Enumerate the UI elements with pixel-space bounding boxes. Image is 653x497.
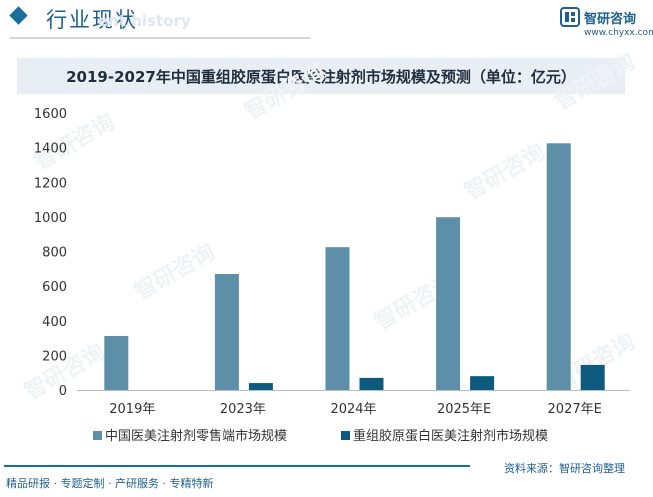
y-tick-label: 1400	[34, 142, 67, 157]
bar-series1	[104, 335, 129, 390]
bar-series1	[325, 247, 350, 390]
legend-swatch	[341, 431, 350, 440]
bar-series1	[546, 143, 571, 390]
legend-swatch	[93, 431, 102, 440]
y-tick-label: 1600	[34, 107, 67, 122]
bar-series1	[214, 274, 239, 390]
header-divider	[10, 37, 310, 39]
section-title: 行业现状	[46, 8, 138, 32]
chart-title: 2019-2027年中国重组胶原蛋白医美注射剂市场规模及预测（单位：亿元）	[66, 68, 576, 86]
y-tick-label: 0	[59, 384, 67, 399]
y-tick-label: 1000	[34, 211, 67, 226]
brand-icon	[560, 7, 580, 27]
y-tick-label: 800	[42, 246, 67, 261]
watermark-text: 智研咨询	[240, 59, 329, 126]
brand-name: 智研咨询	[584, 12, 637, 27]
watermark-text: 智研咨询	[130, 239, 219, 306]
x-tick-label: 2023年	[220, 402, 266, 417]
y-tick-label: 1200	[34, 176, 67, 191]
bar-series2	[580, 364, 605, 390]
x-tick-label: 2019年	[109, 402, 155, 417]
bar-series1	[436, 217, 461, 390]
legend-label: 中国医美注射剂零售端市场规模	[105, 428, 287, 444]
bar-series2	[248, 383, 273, 390]
bar-series2	[359, 377, 384, 390]
x-tick-label: 2027年E	[548, 402, 602, 417]
y-tick-label: 400	[42, 315, 67, 330]
watermark-text: 智研咨询	[550, 49, 639, 116]
section-header: 行业现状 ent history	[0, 0, 653, 46]
bar-series2	[470, 376, 495, 390]
footer-divider	[4, 465, 470, 467]
y-tick-label: 600	[42, 280, 67, 295]
brand-url: www.chyxx.com	[584, 28, 653, 38]
footer-tagline: 精品研报 · 专题定制 · 产研服务 · 专精特新	[6, 477, 214, 490]
brand-logo: 智研咨询 www.chyxx.com	[560, 6, 653, 42]
x-tick-label: 2024年	[330, 402, 376, 417]
footer-source: 资料来源：智研咨询整理	[504, 462, 625, 475]
y-tick-label: 200	[42, 349, 67, 364]
chart-title-bar: 2019-2027年中国重组胶原蛋白医美注射剂市场规模及预测（单位：亿元）	[17, 58, 625, 94]
section-subtitle: ent history	[98, 12, 191, 30]
x-tick-label: 2025年E	[437, 402, 491, 417]
watermark-text: 智研咨询	[460, 139, 549, 206]
legend-label: 重组胶原蛋白医美注射剂市场规模	[353, 428, 548, 444]
